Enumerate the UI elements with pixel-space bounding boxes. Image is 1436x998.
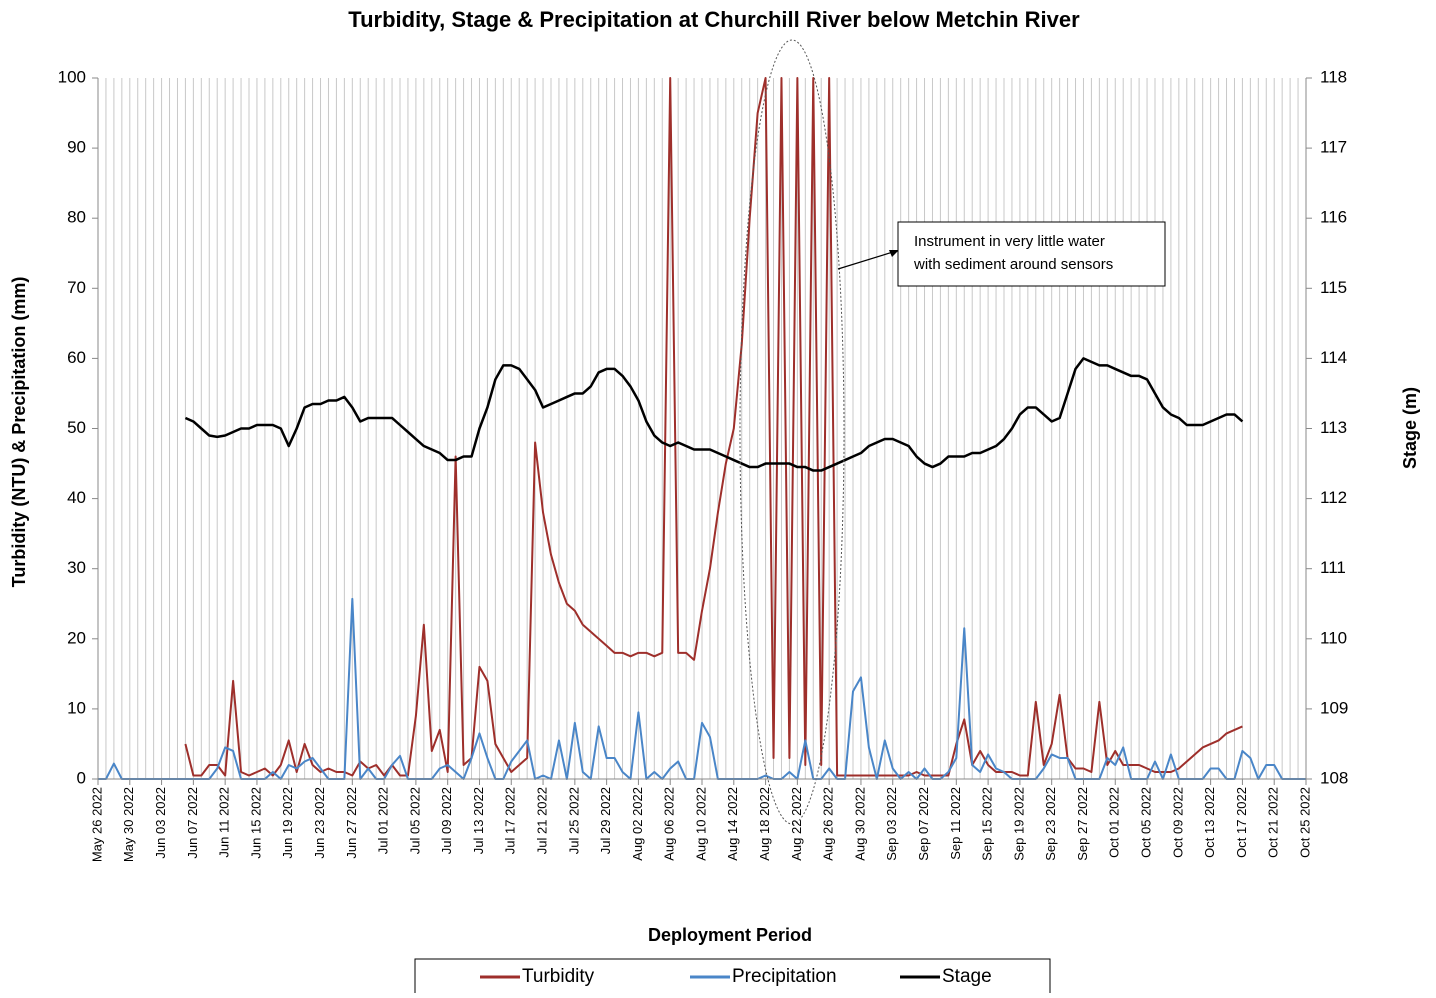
- x-tick-label: Jul 01 2022: [376, 787, 391, 854]
- x-tick-label: Jun 19 2022: [280, 787, 295, 859]
- legend-label: Turbidity: [522, 966, 595, 987]
- legend: Turbidity Precipitation Stage: [480, 966, 992, 987]
- annotation-box: [897, 221, 1166, 287]
- x-tick-label: Aug 06 2022: [662, 787, 677, 861]
- x-tick-label: Sep 27 2022: [1075, 787, 1090, 861]
- y-tick-label: 80: [67, 208, 86, 227]
- x-tick-label: Oct 13 2022: [1202, 787, 1217, 858]
- x-tick-label: Jul 05 2022: [407, 787, 422, 854]
- x-tick-label: Jul 17 2022: [503, 787, 518, 854]
- y2-tick-label: 110: [1320, 628, 1347, 647]
- x-tick-label: Jul 25 2022: [566, 787, 581, 854]
- y2-tick-label: 109: [1320, 698, 1348, 717]
- x-tick-label: Jun 11 2022: [217, 787, 232, 858]
- y2-tick-label: 115: [1320, 278, 1347, 297]
- annotation: Instrument in very little water: [914, 233, 1105, 250]
- y2-tick-label: 111: [1320, 558, 1346, 577]
- legend-label: Precipitation: [732, 966, 837, 987]
- y-tick-label: 50: [67, 418, 86, 437]
- highlight-ellipse: [739, 39, 845, 825]
- x-tick-label: Jun 07 2022: [185, 787, 200, 859]
- x-tick-label: Oct 01 2022: [1107, 787, 1122, 858]
- y2-tick-label: 108: [1320, 768, 1348, 787]
- x-tick-label: Oct 21 2022: [1266, 787, 1281, 858]
- x-tick-label: Aug 30 2022: [852, 787, 867, 861]
- x-tick-label: Aug 22 2022: [789, 787, 804, 861]
- x-tick-label: May 26 2022: [89, 787, 104, 862]
- x-tick-label: Jul 21 2022: [534, 787, 549, 854]
- y2-tick-label: 112: [1320, 488, 1347, 507]
- annotation-arrow: [837, 251, 894, 270]
- plot-area: [98, 77, 1306, 780]
- x-tick-label: Jun 03 2022: [153, 787, 168, 859]
- x-tick-label: Aug 14 2022: [725, 787, 740, 861]
- x-tick-label: Oct 25 2022: [1297, 787, 1312, 858]
- y2-tick-label: 117: [1320, 138, 1347, 157]
- y-tick-label: 30: [67, 558, 86, 577]
- y-tick-label: 40: [67, 488, 86, 507]
- x-tick-label: Aug 02 2022: [630, 787, 645, 861]
- x-tick-label: Jun 27 2022: [344, 787, 359, 859]
- grid: [97, 78, 1307, 779]
- y-tick-label: 0: [77, 768, 86, 787]
- legend-label: Stage: [942, 966, 992, 987]
- x-tick-label: Jun 23 2022: [312, 787, 327, 859]
- annotation: with sediment around sensors: [913, 256, 1113, 273]
- legend-box: [414, 958, 1051, 998]
- x-tick-label: Sep 03 2022: [884, 787, 899, 861]
- x-tick-label: Jun 15 2022: [248, 787, 263, 859]
- y-tick-label: 90: [67, 138, 86, 157]
- y-tick-label: 10: [67, 698, 86, 717]
- y-tick-label: 60: [67, 348, 86, 367]
- x-tick-label: Sep 07 2022: [916, 787, 931, 861]
- x-tick-label: Oct 09 2022: [1170, 787, 1185, 858]
- y2-tick-label: 113: [1320, 418, 1347, 437]
- y-tick-label: 100: [58, 67, 86, 86]
- x-tick-label: Sep 11 2022: [948, 787, 963, 860]
- chart-title: Turbidity, Stage & Precipitation at Chur…: [348, 7, 1080, 32]
- x-tick-label: Oct 05 2022: [1138, 787, 1153, 858]
- x-tick-label: Jul 13 2022: [471, 787, 486, 854]
- x-tick-label: Sep 19 2022: [1011, 787, 1026, 861]
- series-line: [184, 357, 1244, 472]
- x-tick-label: Jul 09 2022: [439, 787, 454, 854]
- arrow-head: [889, 250, 899, 257]
- series-line: [184, 77, 1243, 777]
- x-tick-label: Aug 26 2022: [821, 787, 836, 861]
- x-tick-label: May 30 2022: [121, 787, 136, 862]
- y-tick-label: 20: [67, 628, 86, 647]
- y2-tick-label: 116: [1320, 208, 1347, 227]
- y-tick-label: 70: [67, 278, 86, 297]
- x-tick-label: Sep 15 2022: [980, 787, 995, 861]
- x-tick-label: Aug 10 2022: [693, 787, 708, 861]
- x-tick-label: Oct 17 2022: [1234, 787, 1249, 858]
- y2-axis-title: Stage (m): [1400, 387, 1420, 469]
- x-tick-label: Aug 18 2022: [757, 787, 772, 861]
- y-axis-title: Turbidity (NTU) & Precipitation (mm): [9, 277, 29, 588]
- x-tick-label: Sep 23 2022: [1043, 787, 1058, 861]
- x-axis-title: Deployment Period: [648, 925, 812, 945]
- series-line: [98, 597, 1306, 780]
- y2-tick-label: 118: [1320, 67, 1347, 86]
- x-tick-label: Jul 29 2022: [598, 787, 613, 854]
- y2-tick-label: 114: [1320, 348, 1347, 367]
